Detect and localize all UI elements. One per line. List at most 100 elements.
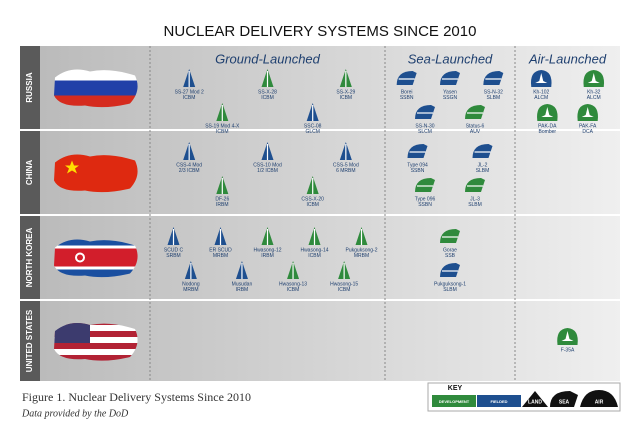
system-icon — [355, 227, 368, 245]
system-label: Type 096 — [415, 196, 436, 202]
system-icon — [583, 70, 605, 87]
country-band — [20, 301, 40, 381]
submarine — [440, 229, 460, 243]
system-label: SSBN — [411, 168, 425, 174]
system-label: SS-X-29 — [336, 89, 355, 95]
system-icon — [396, 71, 417, 85]
map-stripe — [54, 349, 138, 355]
system-label: SSC-08 — [304, 123, 322, 129]
system-label: CSS-X-20 — [301, 196, 324, 202]
aircraft-glyph — [541, 107, 554, 117]
system-label: JL-2 — [478, 162, 488, 168]
system-icon — [308, 227, 321, 245]
system-icon — [415, 105, 435, 119]
aircraft-glyph — [581, 107, 594, 117]
system-icon — [537, 104, 558, 121]
column-header: Air-Launched — [528, 51, 607, 66]
map-stripe — [54, 95, 138, 108]
system-label: SLBM — [476, 168, 490, 174]
system-label: SS-N-30 — [415, 123, 434, 129]
system-label: ICBM — [183, 95, 196, 101]
system-label: IRBM — [216, 202, 229, 208]
map-stripe — [54, 154, 138, 193]
key-label: FIELDED — [490, 399, 507, 404]
system-label: IRBM — [236, 287, 249, 293]
key-title: KEY — [448, 385, 463, 392]
submarine — [407, 144, 428, 158]
system-label: SS-19 Mod 4-X — [205, 123, 240, 129]
system-label: CSS-5 Mod — [333, 162, 359, 168]
system-label: SSBN — [418, 202, 432, 208]
system-label: MRBM — [354, 253, 369, 259]
system-icon — [339, 69, 352, 87]
map-stripe — [54, 80, 138, 96]
map-stripe — [54, 269, 138, 278]
key-swatch — [522, 391, 548, 407]
submarine — [465, 178, 485, 192]
system-icon — [183, 69, 196, 87]
caption: Figure 1. Nuclear Delivery Systems Since… — [22, 390, 251, 404]
system-icon — [440, 71, 460, 85]
submarine — [472, 144, 493, 158]
system-label: Bomber — [539, 129, 557, 135]
system-icon — [465, 178, 485, 192]
system-label: SLCM — [418, 129, 432, 135]
system-label: Gorae — [443, 247, 457, 253]
country-map — [54, 154, 138, 193]
system-icon — [415, 178, 435, 192]
system-icon — [440, 263, 460, 277]
map-stripe — [54, 245, 138, 249]
submarine — [483, 71, 504, 85]
key: KEY DEVELOPMENT FIELDED LAND SEA AIR — [427, 382, 621, 412]
country-band — [20, 216, 40, 299]
system-label: ICBM — [287, 287, 300, 293]
system-icon — [216, 176, 229, 194]
system-label: SS-27 Mod 2 — [175, 89, 204, 95]
system-label: DF-26 — [215, 196, 229, 202]
system-label: Borei — [401, 89, 413, 95]
system-label: ALCM — [534, 95, 548, 101]
map-stripe — [54, 266, 138, 270]
country-band — [20, 46, 40, 129]
country-name: NORTH KOREA — [25, 228, 34, 288]
system-label: 1/2 ICBM — [257, 168, 278, 174]
system-icon — [577, 104, 598, 121]
map-star — [77, 254, 83, 261]
system-icon — [167, 227, 180, 245]
system-icon — [235, 261, 248, 279]
system-icon — [338, 261, 351, 279]
key-label: AIR — [595, 399, 604, 405]
system-icon — [483, 71, 504, 85]
system-icon — [465, 105, 485, 119]
system-icon — [287, 261, 300, 279]
source: Data provided by the DoD — [21, 408, 129, 419]
map-stripe — [54, 355, 138, 361]
system-icon — [183, 142, 196, 160]
system-label: Nodong — [182, 281, 200, 287]
submarine — [396, 71, 417, 85]
key-label: LAND — [528, 399, 542, 405]
system-label: Kh-102 — [533, 89, 549, 95]
map-stripe — [54, 325, 138, 331]
map-stripe — [54, 69, 138, 81]
map-stripe — [54, 248, 138, 267]
country-name: RUSSIA — [25, 72, 34, 102]
system-label: Hwasong-13 — [279, 281, 307, 287]
system-label: MRBM — [183, 287, 198, 293]
aircraft-glyph — [587, 73, 600, 83]
system-label: SRBM — [166, 253, 180, 259]
system-label: SSGN — [443, 95, 458, 101]
system-label: Status-6 — [466, 123, 485, 129]
system-label: CSS-10 Mod — [253, 162, 282, 168]
system-icon — [306, 103, 319, 121]
key-label: SEA — [559, 399, 570, 405]
country-map — [54, 69, 138, 108]
system-label: 2/3 ICBM — [179, 168, 200, 174]
map-canton — [54, 323, 90, 343]
country-name: CHINA — [25, 160, 34, 186]
system-label: ICBM — [340, 95, 353, 101]
system-icon — [339, 142, 352, 160]
system-label: Hwasong-14 — [300, 247, 328, 253]
key-swatch — [477, 395, 521, 407]
